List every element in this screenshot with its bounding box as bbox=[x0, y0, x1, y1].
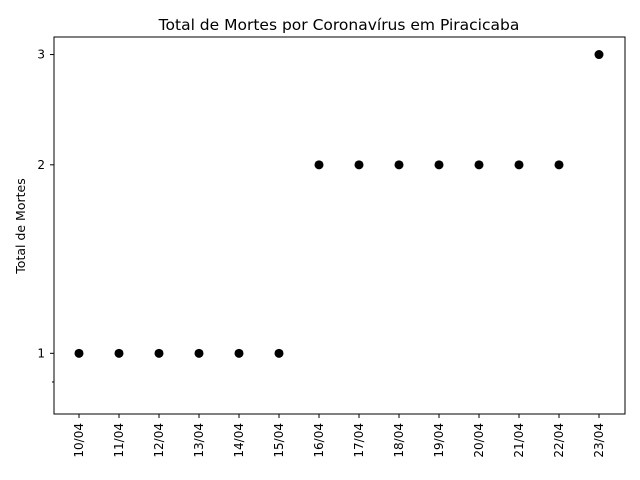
data-point bbox=[314, 160, 324, 170]
data-points bbox=[74, 50, 604, 358]
x-tick-label: 22/04 bbox=[552, 423, 566, 458]
y-tick-label: 3 bbox=[37, 48, 45, 62]
x-tick-label: 10/04 bbox=[72, 423, 86, 458]
y-tick-label: 1 bbox=[37, 346, 45, 360]
x-tick-label: 19/04 bbox=[432, 423, 446, 458]
x-tick-label: 13/04 bbox=[192, 423, 206, 458]
data-point bbox=[194, 348, 204, 358]
x-tick-label: 17/04 bbox=[352, 423, 366, 458]
data-point bbox=[74, 348, 84, 358]
data-point bbox=[154, 348, 164, 358]
x-tick-label: 12/04 bbox=[152, 423, 166, 458]
chart-title: Total de Mortes por Coronavírus em Pirac… bbox=[158, 16, 520, 34]
data-point bbox=[594, 50, 604, 60]
x-tick-label: 23/04 bbox=[592, 423, 606, 458]
data-point bbox=[514, 160, 524, 170]
data-point bbox=[554, 160, 564, 170]
y-tick-label: 2 bbox=[37, 158, 45, 172]
x-tick-label: 18/04 bbox=[392, 423, 406, 458]
data-point bbox=[394, 160, 404, 170]
x-axis: 10/04 11/04 12/04 13/04 14/04 15/04 16/04 17/04… bbox=[72, 414, 606, 458]
y-axis-label: Total de Mortes bbox=[13, 178, 28, 274]
data-point bbox=[474, 160, 484, 170]
x-tick-label: 20/04 bbox=[472, 423, 486, 458]
x-tick-label: 16/04 bbox=[312, 423, 326, 458]
x-tick-label: 14/04 bbox=[232, 423, 246, 458]
data-point bbox=[114, 348, 124, 358]
data-point bbox=[274, 348, 284, 358]
data-point bbox=[354, 160, 364, 170]
x-tick-label: 15/04 bbox=[272, 423, 286, 458]
y-axis: 1 2 3 bbox=[37, 48, 54, 383]
x-tick-label: 11/04 bbox=[112, 423, 126, 458]
data-point bbox=[234, 348, 244, 358]
x-tick-label: 21/04 bbox=[512, 423, 526, 458]
data-point bbox=[434, 160, 444, 170]
plot-frame bbox=[53, 36, 626, 415]
